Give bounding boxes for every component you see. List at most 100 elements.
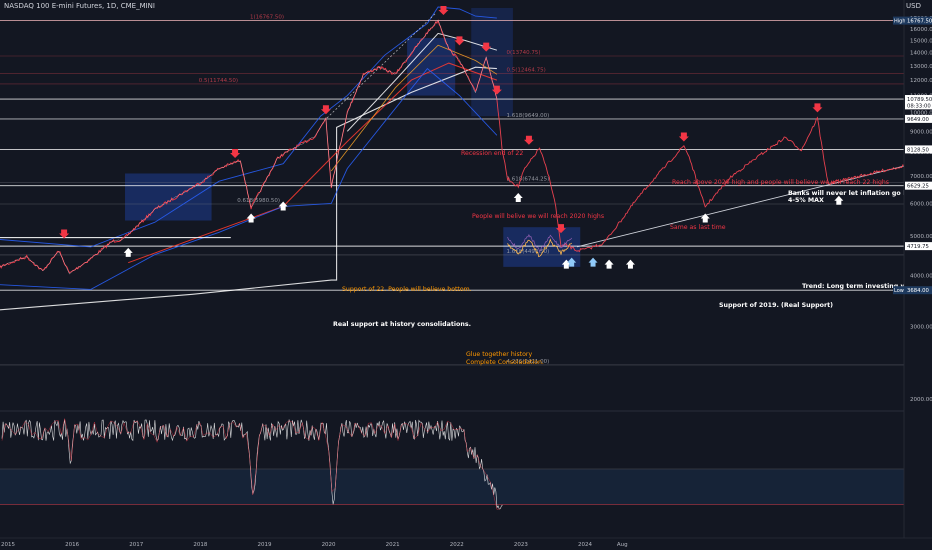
price-tick-label: 3000.00 bbox=[910, 325, 932, 331]
price-tick-label: 4000.00 bbox=[910, 274, 932, 280]
down-arrow-marker bbox=[230, 149, 241, 159]
price-label-tag-text: High bbox=[894, 19, 906, 25]
price-tick-label: 6000.00 bbox=[910, 201, 932, 207]
down-arrow-marker bbox=[481, 42, 492, 52]
price-series bbox=[0, 19, 932, 275]
fib-label: 1.618(9649.00) bbox=[506, 113, 549, 119]
price-label-value: 8128.50 bbox=[907, 147, 930, 153]
annotations: Recession end of 22 People will belive we… bbox=[333, 150, 932, 366]
long-term-trendline bbox=[576, 165, 905, 248]
time-tick-label: 2018 bbox=[193, 542, 207, 548]
price-tick-label: 9000.00 bbox=[910, 129, 932, 135]
horizontal-levels: 1(16767.50) 0(13740.75) 0.5(12464.75) 0.5(1… bbox=[0, 15, 904, 366]
time-tick-label: 2017 bbox=[129, 542, 143, 548]
history-overlay-line bbox=[507, 238, 572, 258]
moving-average-line bbox=[346, 32, 498, 132]
moving-averages bbox=[0, 6, 905, 311]
oscillator-signal-line bbox=[1, 418, 501, 510]
price-label-box bbox=[905, 114, 932, 123]
chart-title: NASDAQ 100 E-mini Futures, 1D, CME_MINI bbox=[4, 2, 155, 10]
price-tick-label: 14000.00 bbox=[910, 51, 932, 57]
annotation-text: Trend: Long term investing with more ups… bbox=[802, 283, 932, 290]
price-axis: 17000.0016000.0015000.0014000.0013000.00… bbox=[893, 0, 932, 538]
annotation-text: Real support at history consolidations. bbox=[333, 321, 471, 328]
time-tick-label: 2015 bbox=[1, 542, 15, 548]
up-arrow-marker bbox=[561, 259, 571, 269]
time-tick-label: 2023 bbox=[514, 542, 528, 548]
moving-average-line bbox=[128, 62, 498, 264]
annotation-text: Support of 2019. (Real Support) bbox=[719, 302, 833, 309]
price-label-value: 16767.50 bbox=[907, 19, 932, 25]
time-tick-label: 2019 bbox=[257, 542, 271, 548]
down-arrow-marker bbox=[438, 6, 449, 16]
price-tick-label: 16000.00 bbox=[910, 27, 932, 33]
annotation-text: People will belive we will reach 2020 hi… bbox=[472, 213, 604, 220]
up-arrow-marker bbox=[700, 213, 710, 223]
down-arrow-marker bbox=[812, 103, 823, 113]
price-label-value: 6629.25 bbox=[907, 184, 929, 190]
moving-average-line bbox=[0, 6, 497, 248]
moving-average-line bbox=[0, 67, 498, 290]
oscillator-band bbox=[0, 469, 904, 505]
down-arrow-marker bbox=[320, 105, 331, 115]
annotation-text: Complete Consoladation. bbox=[466, 359, 544, 366]
up-arrow-marker bbox=[246, 213, 256, 223]
fib-label: 0.5(11744.50) bbox=[199, 78, 238, 84]
down-arrow-marker bbox=[555, 224, 566, 234]
price-label-box bbox=[905, 16, 932, 25]
time-tick-label: 2024 bbox=[578, 542, 592, 548]
annotation-text: 4-5% MAX bbox=[788, 197, 824, 204]
up-arrow-marker bbox=[834, 195, 844, 205]
time-tick-label: Aug bbox=[617, 542, 628, 548]
price-tick-label: 10000.00 bbox=[910, 111, 932, 117]
price-tick-label: 2000.00 bbox=[910, 397, 932, 403]
price-tick-label: 7000.00 bbox=[910, 174, 932, 180]
down-arrow-marker bbox=[59, 229, 70, 239]
up-arrow-marker bbox=[567, 257, 577, 267]
fib-label: 1.618(6744.25) bbox=[506, 177, 549, 183]
dashed-trendline bbox=[326, 12, 437, 119]
down-arrow-marker bbox=[523, 135, 534, 145]
fib-label: 1.618(4490.50) bbox=[506, 249, 549, 255]
fib-label: 0.618(5980.50) bbox=[237, 198, 280, 204]
annotation-text: Recession end of 22 bbox=[461, 150, 523, 157]
up-arrow-marker bbox=[588, 257, 598, 267]
price-label-value: 9649.00 bbox=[907, 117, 930, 123]
time-tick-label: 2016 bbox=[65, 542, 79, 548]
price-tick-label: 15000.00 bbox=[910, 38, 932, 44]
price-label-value: 08:33:00 bbox=[907, 103, 931, 109]
price-label-value: 10789.50 bbox=[907, 97, 932, 103]
price-tick-label: 5000.00 bbox=[910, 234, 932, 240]
forecast-line bbox=[496, 99, 932, 253]
projection-overlay-line bbox=[507, 233, 572, 253]
price-label-value: 3684.00 bbox=[907, 288, 930, 294]
price-label-value: 4719.75 bbox=[907, 244, 929, 250]
price-label-box bbox=[905, 95, 932, 104]
down-arrow-marker bbox=[454, 36, 465, 46]
price-axis-background bbox=[904, 0, 932, 538]
time-tick-label: 2021 bbox=[386, 542, 400, 548]
annotation-text: Glue together history bbox=[466, 351, 532, 358]
up-arrow-marker bbox=[278, 201, 288, 211]
up-arrow-marker bbox=[513, 192, 523, 202]
down-arrow-marker bbox=[491, 85, 502, 95]
price-label-box bbox=[905, 286, 932, 295]
fib-label: 0.5(12464.75) bbox=[506, 67, 545, 73]
price-label-tag bbox=[893, 286, 905, 295]
time-tick-label: 2020 bbox=[322, 542, 336, 548]
price-tick-label: 12000.00 bbox=[910, 78, 932, 84]
time-axis: 2015 2016 2017 2018 2019 2020 2021 2022 2023 2024… bbox=[0, 537, 932, 548]
time-tick-label: 2022 bbox=[450, 542, 464, 548]
fib-label: 0(13740.75) bbox=[506, 50, 540, 56]
price-label-box bbox=[905, 101, 932, 110]
price-label-tag-text: Low bbox=[894, 288, 904, 294]
annotation-text: Same as last time bbox=[670, 224, 726, 231]
price-label-box bbox=[905, 145, 932, 154]
annotation-text: Reach above 2020 high and people will be… bbox=[672, 179, 889, 186]
currency-label: USD bbox=[906, 2, 921, 10]
up-arrow-marker bbox=[625, 259, 635, 269]
price-label-tag bbox=[893, 16, 905, 25]
